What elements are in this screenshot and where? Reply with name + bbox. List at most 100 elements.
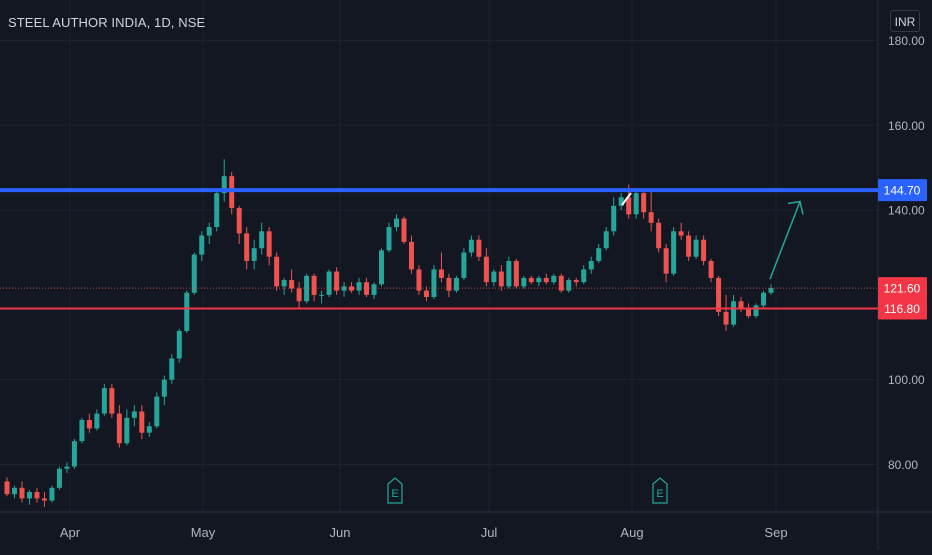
- earnings-marker-label: E: [656, 488, 663, 500]
- candle-body: [251, 248, 257, 261]
- candle-body: [371, 284, 377, 295]
- candle-body: [656, 222, 662, 249]
- candle-body: [453, 277, 459, 291]
- candle-body: [626, 197, 632, 215]
- y-tick-label: 140.00: [888, 204, 925, 218]
- candle-body: [326, 271, 332, 295]
- candle-body: [483, 256, 489, 283]
- candle-body: [206, 227, 212, 236]
- price-label-text: 121.60: [884, 282, 921, 296]
- price-label-tag: [878, 297, 927, 320]
- candle-body: [633, 193, 639, 215]
- candle-body: [693, 239, 699, 257]
- x-tick-label: Aug: [620, 525, 643, 540]
- candle-body: [176, 330, 182, 359]
- candle-body: [296, 288, 302, 302]
- earnings-marker-label: E: [391, 488, 398, 500]
- x-tick-label: Sep: [764, 525, 787, 540]
- x-tick-label: Jun: [330, 525, 351, 540]
- price-label-text: 116.80: [884, 302, 920, 316]
- annotation-stroke: [621, 192, 632, 206]
- price-label-text: 144.70: [884, 184, 921, 198]
- candle-body: [161, 379, 167, 397]
- candle-body: [603, 231, 609, 249]
- candle-body: [738, 301, 744, 308]
- candle-body: [131, 411, 137, 418]
- x-tick-label: May: [191, 525, 216, 540]
- candle-body: [184, 292, 190, 331]
- candle-body: [521, 277, 527, 287]
- candle-body: [648, 212, 654, 223]
- candle-body: [701, 239, 707, 261]
- candle-body: [438, 269, 444, 278]
- earnings-marker[interactable]: [652, 477, 668, 504]
- candle-body: [761, 292, 767, 306]
- projection-arrow-head: [787, 200, 804, 215]
- candle-body: [566, 280, 572, 291]
- candle-body: [498, 271, 504, 287]
- candle-body: [581, 269, 587, 283]
- candle-body: [259, 231, 265, 249]
- earnings-marker[interactable]: [387, 477, 403, 504]
- currency-button[interactable]: INR: [890, 10, 920, 32]
- candle-body: [334, 271, 340, 291]
- candle-body: [588, 260, 594, 270]
- candle-body: [708, 260, 714, 278]
- candle-body: [191, 254, 197, 293]
- candle-body: [551, 275, 557, 283]
- candle-body: [56, 468, 62, 488]
- candle-body: [408, 241, 414, 270]
- y-tick-label: 100.00: [888, 373, 925, 387]
- candle-body: [64, 466, 70, 469]
- candle-body: [281, 280, 287, 287]
- candle-body: [101, 388, 107, 414]
- candle-body: [536, 277, 542, 283]
- candle-body: [341, 286, 347, 291]
- candle-body: [401, 218, 407, 242]
- x-tick-label: Jul: [481, 525, 498, 540]
- candle-body: [386, 227, 392, 251]
- candle-body: [146, 426, 152, 433]
- candle-body: [319, 294, 325, 296]
- candle-body: [71, 441, 77, 467]
- y-tick-label: 160.00: [888, 119, 925, 133]
- candle-body: [94, 413, 100, 429]
- candle-body: [543, 277, 549, 283]
- candle-body: [244, 233, 250, 261]
- candle-body: [274, 256, 280, 287]
- candle-body: [678, 231, 684, 236]
- candle-body: [663, 248, 669, 274]
- candle-body: [461, 252, 467, 278]
- candle-body: [423, 290, 429, 297]
- candle-body: [641, 193, 647, 213]
- candle-body: [86, 419, 92, 429]
- candle-body: [393, 218, 399, 228]
- candle-body: [573, 280, 579, 283]
- candle-body: [154, 396, 160, 427]
- candle-body: [109, 388, 115, 414]
- candle-body: [746, 307, 752, 317]
- x-tick-label: Apr: [60, 525, 81, 540]
- candle-body: [476, 239, 482, 257]
- candle-body: [671, 231, 677, 274]
- candle-body: [124, 417, 130, 444]
- y-tick-label: 80.00: [888, 458, 918, 472]
- candle-body: [236, 207, 242, 234]
- candle-body: [513, 260, 519, 287]
- price-label-tag: [878, 277, 927, 300]
- candle-body: [139, 411, 145, 433]
- candle-body: [19, 487, 25, 499]
- candle-body: [596, 248, 602, 261]
- candle-body: [446, 277, 452, 291]
- candle-body: [79, 419, 85, 442]
- candle-body: [41, 498, 47, 501]
- candle-body: [266, 231, 272, 257]
- symbol-title: STEEL AUTHOR INDIA, 1D, NSE: [8, 15, 206, 30]
- candle-body: [311, 275, 317, 295]
- projection-arrow-line[interactable]: [769, 201, 801, 280]
- candle-body: [468, 239, 474, 253]
- candle-body: [558, 275, 564, 291]
- candle-body: [221, 176, 227, 194]
